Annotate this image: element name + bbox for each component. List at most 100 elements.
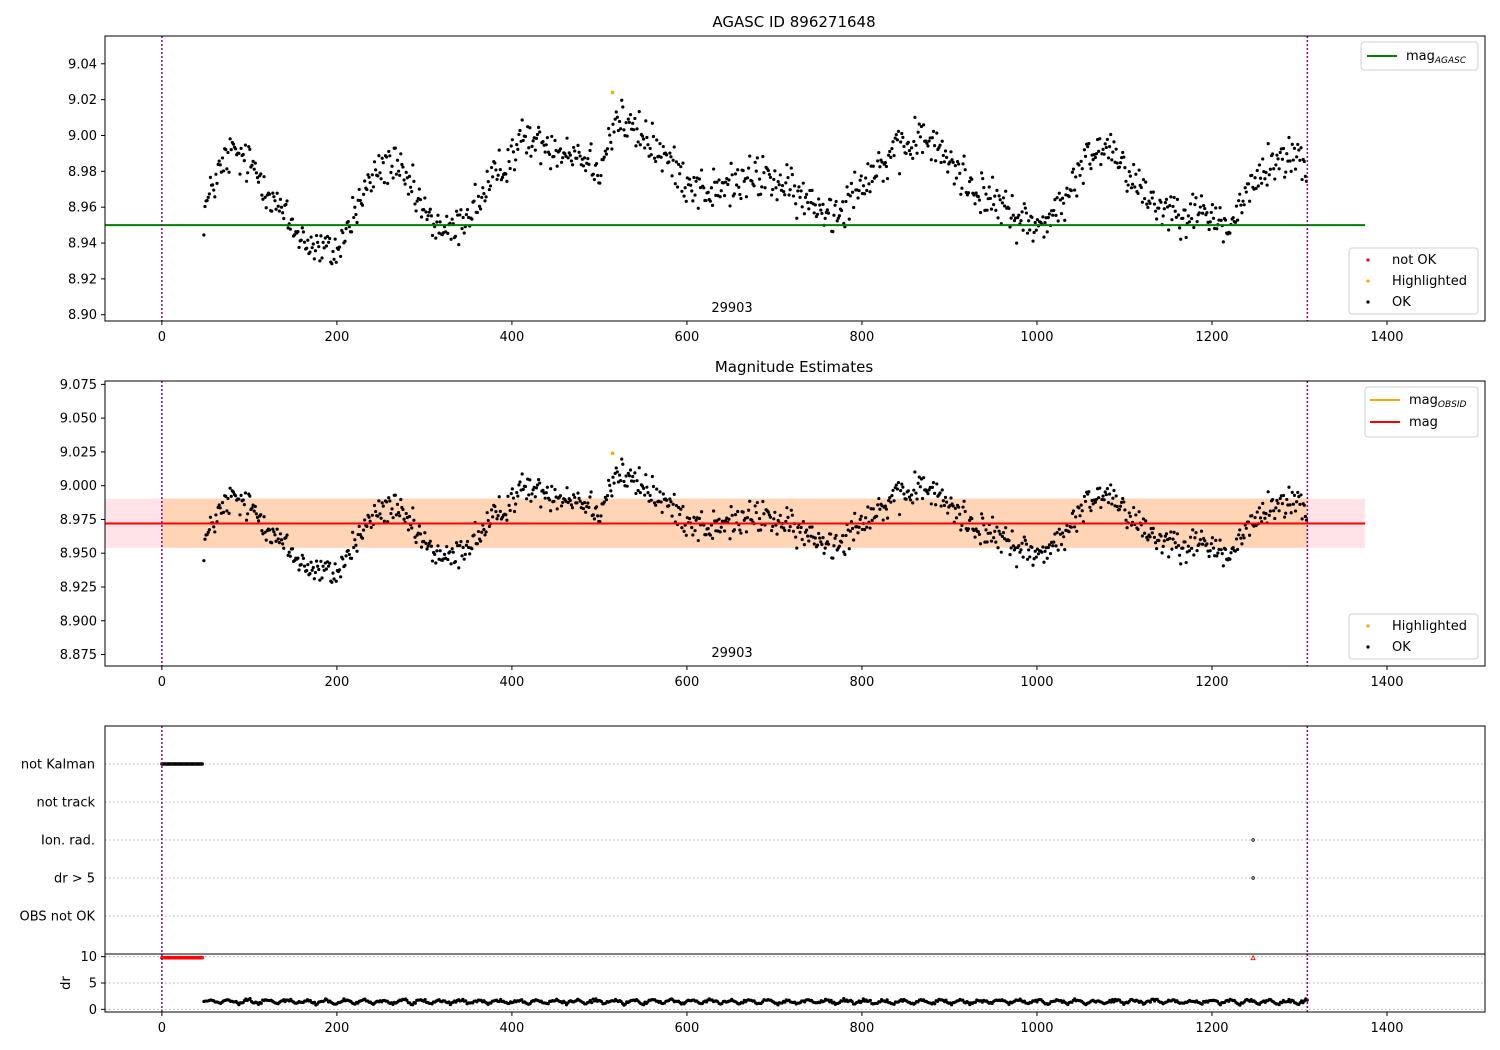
ok-point: [626, 471, 630, 475]
ok-point: [996, 216, 1000, 220]
ok-point: [900, 482, 904, 486]
dr-point: [850, 999, 854, 1004]
ok-point: [813, 203, 817, 207]
ok-point: [881, 518, 885, 522]
ok-point: [913, 115, 917, 119]
ok-point: [457, 566, 461, 570]
ok-point: [724, 180, 728, 184]
ok-point: [1240, 211, 1244, 215]
ok-point: [678, 512, 682, 517]
ok-point: [661, 492, 665, 496]
ok-point: [1043, 549, 1047, 553]
ok-point: [717, 178, 721, 182]
ok-point: [1205, 542, 1209, 546]
ok-point: [598, 519, 602, 524]
ok-point: [671, 502, 675, 506]
ok-point: [497, 495, 501, 499]
ok-point: [683, 186, 687, 190]
ok-point: [959, 528, 963, 532]
ok-point: [673, 182, 677, 186]
dr-point: [973, 1000, 977, 1005]
ok-point: [498, 167, 502, 172]
ok-point: [848, 194, 852, 198]
ok-point: [984, 192, 988, 196]
ok-point: [961, 162, 965, 166]
ok-point: [351, 195, 355, 200]
ok-point: [1137, 168, 1141, 172]
flag-category-label: dr > 5: [54, 872, 95, 887]
ok-point: [260, 193, 264, 197]
ok-point: [782, 189, 786, 194]
ok-point: [435, 220, 439, 224]
ok-point: [211, 183, 215, 187]
ok-point: [941, 153, 945, 158]
ok-point: [394, 513, 399, 517]
ok-point: [512, 509, 517, 514]
ok-point: [1161, 544, 1165, 548]
ok-point: [569, 159, 574, 163]
ok-point: [709, 186, 714, 190]
ok-point: [906, 140, 910, 144]
ok-point: [1198, 205, 1202, 209]
ok-point: [609, 140, 613, 144]
y-tick-label: 8.90: [68, 308, 97, 323]
ok-point: [1265, 183, 1269, 187]
ok-point: [528, 126, 532, 130]
ok-point: [253, 504, 257, 509]
ok-point: [341, 557, 345, 561]
ok-point: [754, 510, 758, 515]
ok-point: [655, 138, 659, 142]
ok-point: [412, 179, 416, 183]
ok-point: [955, 160, 960, 164]
ok-point: [718, 195, 722, 199]
ok-point: [505, 179, 509, 183]
ok-point: [231, 142, 236, 146]
ok-point: [1009, 216, 1013, 220]
ok-point: [1159, 534, 1163, 538]
ok-point: [1242, 203, 1246, 207]
ok-point: [370, 173, 374, 177]
ok-point: [395, 158, 400, 162]
ok-point: [878, 165, 882, 169]
ok-point: [1229, 551, 1233, 555]
ok-point: [354, 212, 358, 217]
ok-point: [267, 528, 272, 532]
ok-point: [1169, 530, 1173, 534]
ok-point: [621, 462, 625, 466]
ok-point: [541, 488, 545, 492]
ok-point: [950, 158, 954, 162]
ok-point: [346, 219, 350, 224]
ok-point: [1072, 188, 1077, 192]
flag-point: [1251, 838, 1255, 842]
flag-category-label: OBS not OK: [20, 910, 96, 925]
ok-point: [1103, 142, 1107, 146]
ok-point: [248, 147, 252, 151]
ok-point: [1207, 227, 1211, 232]
ok-point: [229, 494, 233, 498]
ok-point: [1153, 209, 1158, 213]
ok-point: [960, 186, 964, 190]
ok-point: [708, 533, 712, 537]
legend-mag-label: mag: [1409, 415, 1438, 430]
ok-point: [660, 169, 664, 173]
y-tick-label: 8.98: [68, 165, 97, 180]
ok-point: [747, 166, 751, 170]
ok-point: [650, 121, 654, 125]
dr-clipped-point: [200, 955, 205, 960]
legend-mag-agasc-label: magAGASC: [1406, 49, 1467, 66]
ok-point: [1001, 196, 1006, 200]
ok-point: [659, 155, 663, 159]
ok-point: [856, 531, 860, 535]
dr-point: [868, 998, 872, 1002]
ok-point: [848, 529, 852, 533]
ok-point: [932, 491, 937, 495]
ok-point: [852, 538, 856, 542]
ok-point: [561, 156, 565, 160]
ok-point: [227, 170, 231, 174]
dr-points: [160, 954, 1309, 1012]
highlighted-point: [610, 451, 615, 456]
ok-point: [693, 193, 697, 197]
ok-point: [357, 187, 361, 192]
ok-point: [712, 509, 716, 513]
